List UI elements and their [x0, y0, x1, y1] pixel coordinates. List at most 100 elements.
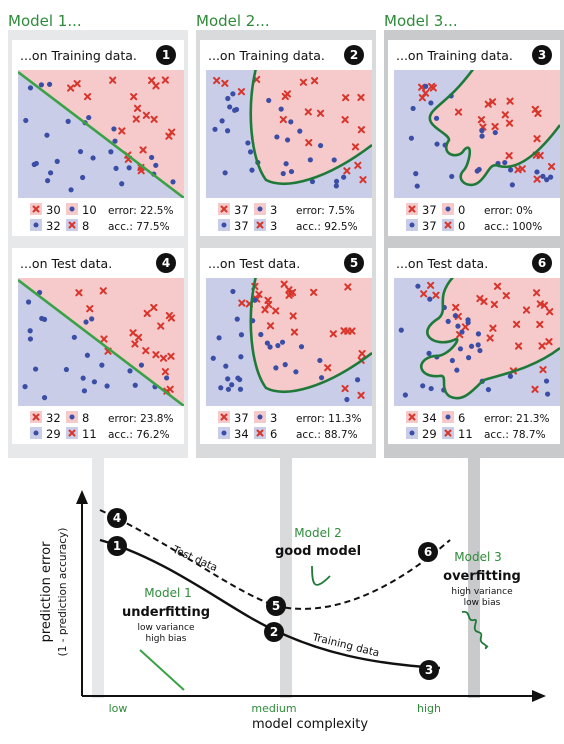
panel-heading: ...on Training data. [20, 48, 137, 63]
stats-block: 37 0 error: 0% 37 0 acc.: 100% [406, 203, 542, 233]
red-x-point [304, 108, 312, 116]
blue-dot-point [428, 385, 434, 392]
stat-blue-correct: 29 [46, 427, 61, 441]
stat-blue-correct: 34 [234, 427, 249, 441]
blue-dot-point [46, 81, 53, 87]
blue-dot-point [475, 342, 481, 348]
badge-number: 6 [424, 545, 432, 559]
red-x-point [501, 111, 509, 119]
blue-dot-point [234, 316, 240, 322]
blue-dot-point [445, 318, 451, 324]
red-x-point [444, 221, 452, 229]
red-x-point [109, 76, 117, 84]
stats-block: 37 3 error: 11.3% 34 6 acc.: 88.7% [218, 411, 361, 441]
y-axis-label: prediction error [39, 541, 54, 642]
blue-dot-point [77, 148, 84, 155]
blue-dot-point [80, 174, 86, 181]
blue-dot-point [544, 391, 551, 397]
badge-circle [418, 542, 438, 562]
red-x-point [157, 322, 165, 330]
scatter-plot-area [394, 278, 560, 406]
stat-red-wrong: 6 [458, 411, 465, 425]
stat-accuracy: acc.: 92.5% [296, 221, 358, 233]
blue-dot-point [237, 386, 244, 392]
blue-dot-point [293, 369, 299, 375]
stat-blue-correct: 32 [46, 219, 61, 233]
blue-dot-point [534, 169, 540, 175]
red-x-point [428, 82, 436, 91]
panel-heading: ...on Test data. [396, 256, 488, 271]
red-x-point [238, 299, 246, 307]
blue-dot-point [222, 170, 228, 176]
red-x-point [255, 290, 263, 298]
badge-circle [532, 253, 552, 273]
panel-heading: ...on Training data. [208, 48, 325, 63]
red-x-point [536, 151, 544, 160]
red-x-point [159, 354, 168, 362]
red-x-point [118, 127, 126, 135]
blue-dot-point [298, 344, 305, 350]
blue-dot-point [540, 173, 546, 179]
scatter-plot-area [206, 70, 372, 198]
blue-dot-point [45, 178, 51, 184]
training-panel: ...on Training data. 2 37 3 error: 7.5% 37 3 ac… [200, 40, 372, 236]
red-x-point [290, 328, 299, 336]
blue-dot-point [230, 288, 236, 295]
red-x-point [305, 139, 313, 147]
blue-dot-point [474, 168, 480, 174]
column-stem [92, 458, 104, 698]
blue-dot-point [230, 91, 236, 97]
blue-dot-point [225, 386, 232, 392]
red-x-point [357, 391, 365, 399]
blue-dot-point [455, 323, 461, 329]
badge-number: 5 [350, 256, 358, 270]
blue-dot-point [163, 375, 170, 381]
model-title: Model 3... [384, 12, 458, 30]
blue-dot-point [233, 106, 240, 113]
blue-dot-point [297, 128, 303, 134]
blue-dot-point [423, 83, 429, 89]
panel-number-badge: 2 [344, 45, 364, 65]
red-x-point [67, 84, 75, 92]
blue-dot-point [465, 320, 471, 326]
red-x-point [143, 309, 151, 318]
blue-dot-point [307, 157, 313, 163]
model1-line-icon [139, 649, 185, 691]
blue-dot-point [84, 352, 91, 358]
blue-dot-point [225, 128, 231, 134]
blue-dot-point [127, 368, 133, 374]
red-x-point [148, 76, 156, 85]
red-x-point [324, 364, 332, 372]
red-x-point [421, 89, 430, 97]
stat-accuracy: acc.: 76.2% [108, 429, 170, 441]
blue-dot-point [86, 114, 92, 121]
blue-dot-point [485, 386, 492, 393]
stat-error: error: 22.5% [108, 205, 173, 217]
blue-dot-point [454, 367, 460, 373]
model2-kind: good model [275, 544, 361, 559]
blue-dot-point [71, 334, 77, 340]
badge-number: 1 [162, 48, 170, 62]
scatter-plot-area [18, 278, 184, 406]
blue-dot-point [153, 162, 159, 168]
stats-block: 37 3 error: 7.5% 37 3 acc.: 92.5% [218, 203, 358, 233]
red-x-point [515, 342, 523, 350]
stat-accuracy: acc.: 78.7% [484, 429, 546, 441]
blue-dot-point [415, 283, 421, 289]
x-tick-label: low [109, 702, 128, 715]
blue-dot-point [238, 332, 245, 338]
badge-number: 3 [425, 663, 433, 677]
blue-dot-point [280, 170, 286, 177]
red-x-point [547, 162, 556, 171]
stat-red-wrong: 3 [270, 203, 277, 217]
panel-heading: ...on Test data. [208, 256, 300, 271]
red-x-point [512, 320, 521, 328]
blue-dot-point [227, 104, 233, 110]
blue-dot-point [457, 346, 464, 352]
red-x-point [310, 77, 319, 85]
blue-dot-point [44, 132, 50, 138]
red-x-point [489, 324, 497, 332]
red-x-point [135, 333, 143, 341]
stats-block: 30 10 error: 22.5% 32 8 acc.: 77.5% [30, 203, 173, 233]
red-x-point [357, 93, 365, 102]
